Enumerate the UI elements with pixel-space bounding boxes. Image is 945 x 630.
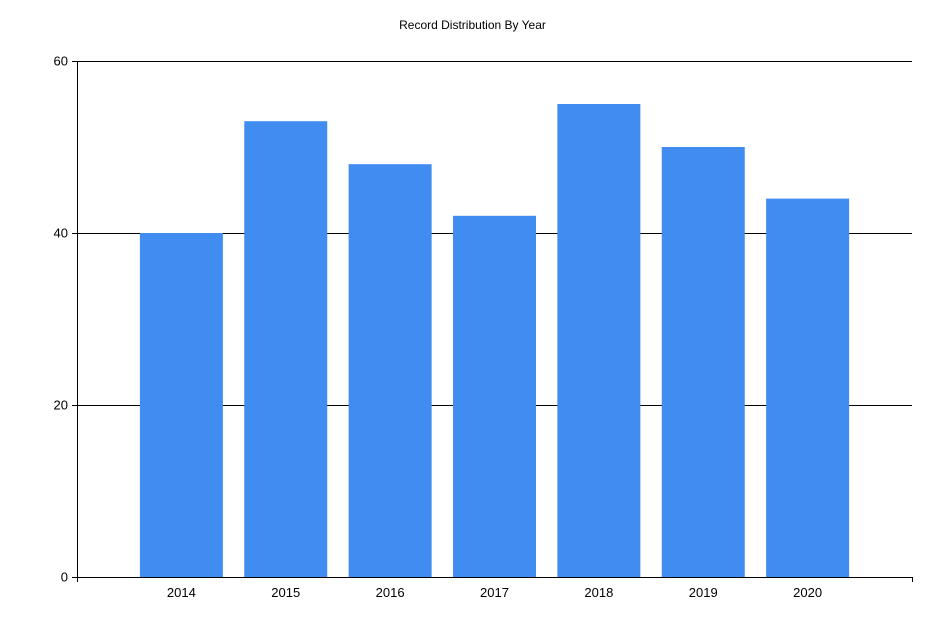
bar-2015: [244, 121, 328, 577]
x-tick-label-2014: 2014: [167, 585, 196, 600]
x-tick-label-2015: 2015: [271, 585, 300, 600]
x-tick-label-2017: 2017: [480, 585, 509, 600]
x-tick-label-2018: 2018: [584, 585, 613, 600]
bars: [139, 104, 850, 578]
y-tick-label-20: 20: [54, 398, 68, 413]
x-tick-label-2020: 2020: [793, 585, 822, 600]
axes: [72, 61, 913, 582]
bar-2019: [661, 147, 745, 577]
chart-title: Record Distribution By Year: [399, 18, 546, 32]
y-tick-label-60: 60: [54, 54, 68, 69]
x-tick-label-2019: 2019: [689, 585, 718, 600]
bar-2018: [557, 104, 641, 577]
x-tick-label-2016: 2016: [376, 585, 405, 600]
bar-2014: [139, 233, 223, 577]
bar-2020: [766, 198, 850, 577]
bar-2017: [453, 215, 536, 578]
y-tick-label-0: 0: [61, 570, 68, 585]
y-tick-label-40: 40: [54, 226, 68, 241]
tick-labels: 0 20 40 60 2014 2015 2016 2017 2018 2019 2020: [54, 54, 823, 601]
bar-2016: [348, 164, 432, 577]
